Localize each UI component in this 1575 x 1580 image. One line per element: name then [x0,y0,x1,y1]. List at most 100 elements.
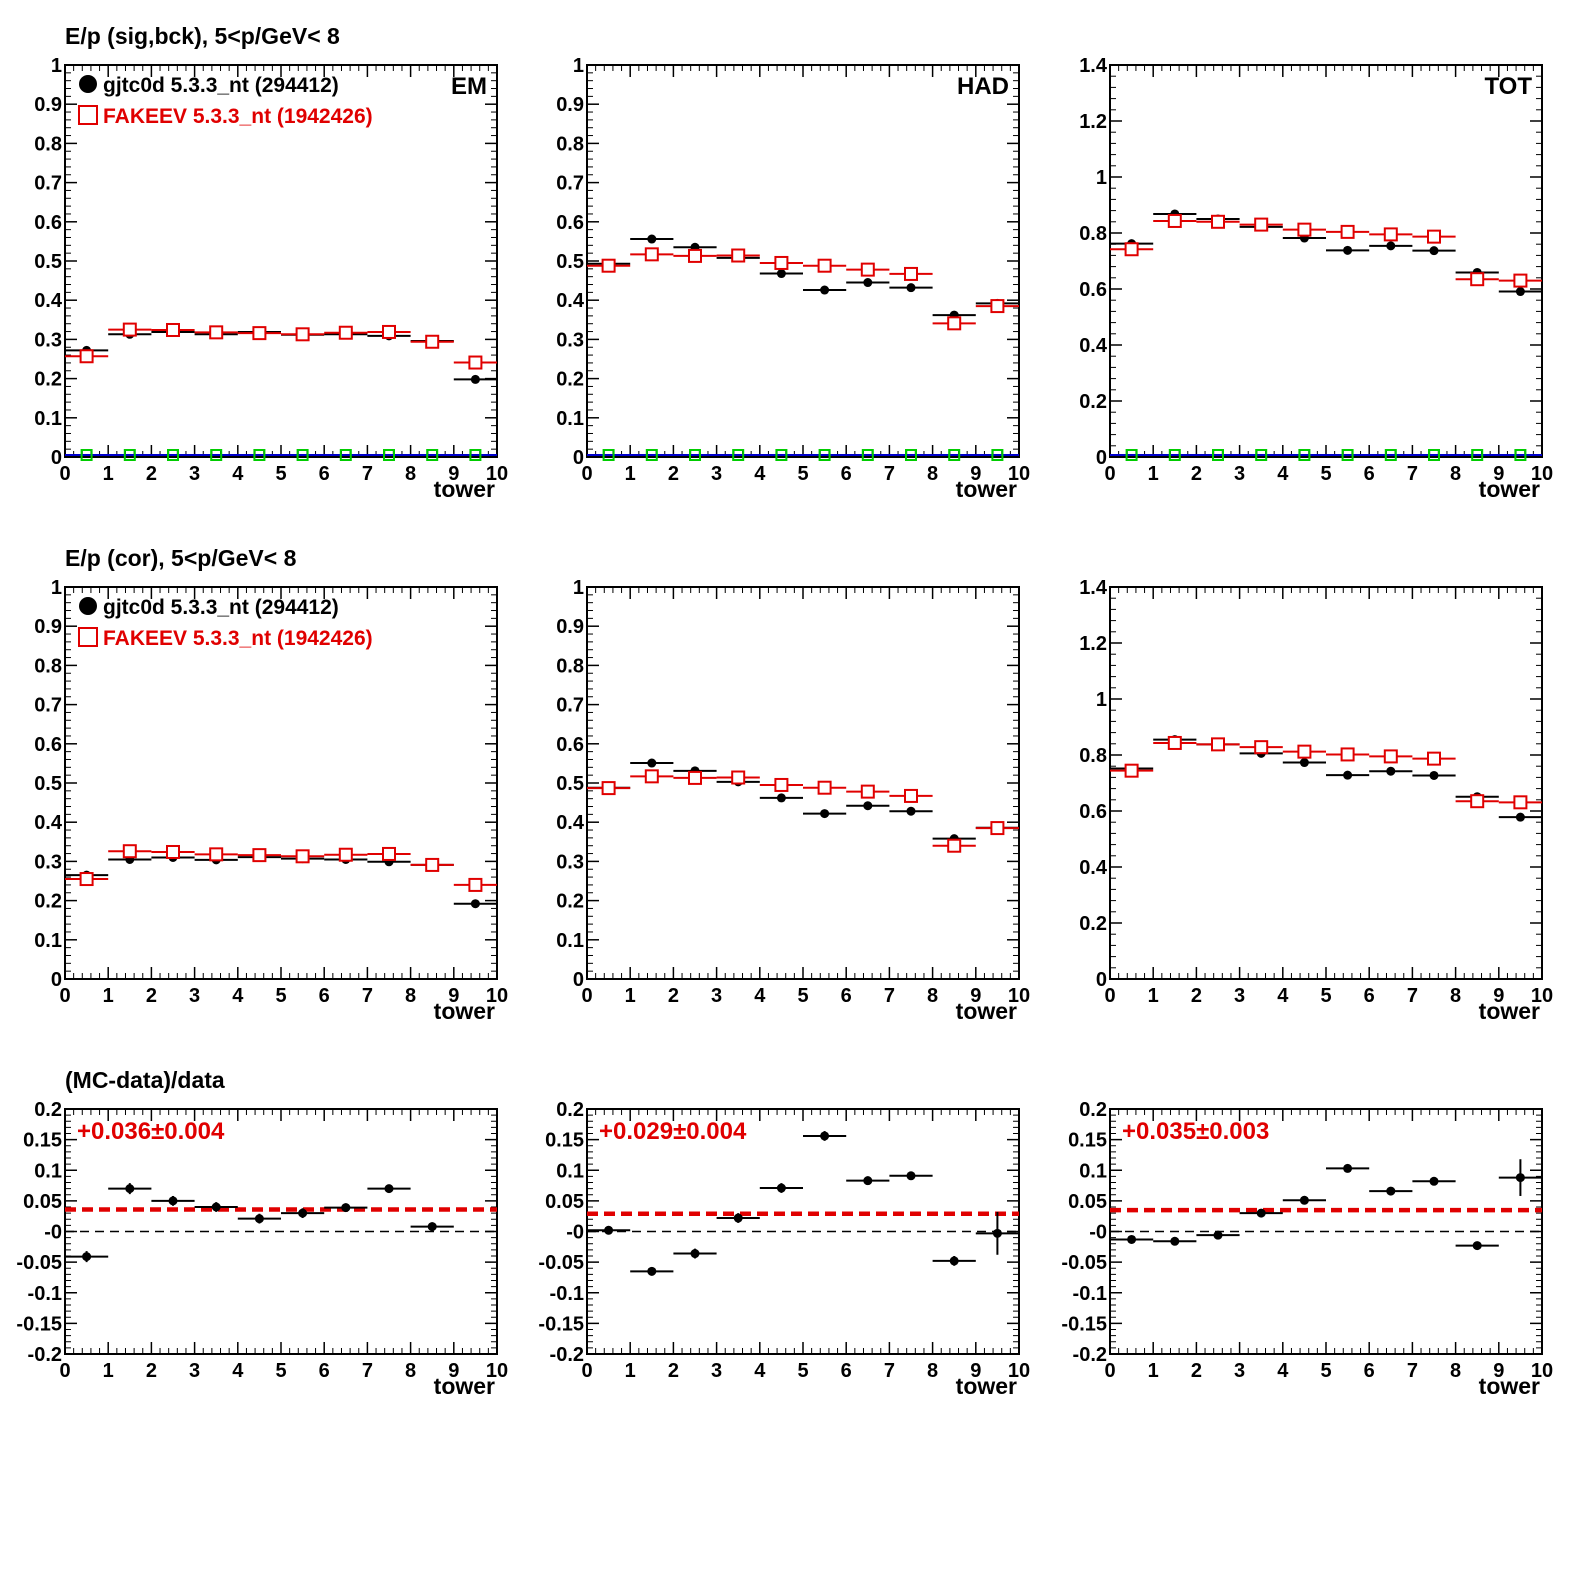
x-tick-label: 8 [927,1360,938,1382]
panel-r2-c0: 0 1 2 3 4 5 6 7 8 9 10 -0.2 -0.15 -0.1 -0.05 -0 0.05 0.1 0… [16,1099,508,1399]
y-tick-label: 0.2 [556,369,584,391]
row-title-ratio: (MC-data)/data [65,1067,225,1093]
x-axis-label: tower [434,476,495,502]
x-tick-label: 10 [1008,1360,1030,1382]
mc-point [1124,763,1139,778]
mc-point [425,334,440,349]
x-tick-label: 10 [1531,1360,1553,1382]
mc-point [166,844,180,859]
y-tick-label: 0.9 [34,94,62,116]
data-point [1343,770,1353,780]
mc-point [1211,214,1225,229]
mc-point [688,770,702,785]
y-tick-label: 0.8 [1079,223,1107,245]
y-tick-label: 0.2 [34,891,62,913]
x-tick-label: 4 [754,985,766,1007]
y-tick-label: 1 [1096,689,1107,711]
x-tick-label: 0 [1104,985,1115,1007]
x-tick-label: 6 [841,985,852,1007]
x-tick-label: 1 [103,985,114,1007]
ratio-point [1170,1236,1180,1246]
x-tick-label: 8 [1450,463,1461,485]
x-axis-label: tower [956,476,1017,502]
mc-point [1340,747,1355,762]
y-tick-label: 0.5 [34,251,62,273]
y-tick-label: 0.6 [1079,279,1107,301]
mc-point [644,247,659,262]
ratio-point [1343,1163,1353,1173]
y-tick-label: 0.05 [545,1191,584,1213]
ratio-point [254,1214,264,1224]
x-tick-label: 0 [1104,463,1115,485]
x-tick-label: 7 [884,1360,895,1382]
y-tick-label: 0.05 [23,1191,62,1213]
x-axis-label: tower [1479,1373,1540,1399]
data-point [1386,766,1396,776]
mc-point [425,857,440,872]
x-axis-label: tower [956,998,1017,1024]
y-tick-label: 0.1 [1079,1160,1107,1182]
y-tick-label: 0.1 [556,1160,584,1182]
y-tick-label: 0.7 [556,173,584,195]
mc-point [1427,229,1441,244]
x-tick-label: 1 [625,1360,636,1382]
x-tick-label: 8 [405,463,416,485]
y-tick-label: 1 [51,55,62,77]
data-point [1299,758,1309,768]
mc-point [947,838,962,853]
background-marker [167,449,179,461]
y-tick-label: 0.8 [1079,745,1107,767]
data-point [906,806,916,816]
ratio-point [427,1222,437,1232]
mc-point [860,784,875,799]
corner-label-had: HAD [957,73,1009,100]
mc-point [1427,751,1441,766]
y-tick-label: -0.2 [1073,1344,1107,1366]
x-tick-label: 2 [668,463,679,485]
ratio-point [992,1228,1002,1238]
mc-point [688,248,702,263]
y-tick-label: 0.4 [34,290,63,312]
x-tick-label: 2 [1191,985,1202,1007]
mc-point [338,325,353,340]
x-tick-label: 5 [797,463,808,485]
mc-point [904,788,918,803]
x-tick-label: 10 [1531,985,1553,1007]
y-tick-label: 0.6 [34,734,62,756]
x-tick-label: 6 [1364,985,1375,1007]
x-tick-label: 4 [754,463,766,485]
y-tick-label: 0.5 [556,773,584,795]
x-tick-label: 9 [970,463,981,485]
y-tick-label: 0.9 [34,616,62,638]
x-axis-label: tower [434,998,495,1024]
y-tick-label: 0.4 [34,812,63,834]
fit-value-label: +0.036±0.004 [77,1118,225,1145]
mc-point [1254,740,1269,755]
ratio-point [168,1196,178,1206]
ratio-point [1515,1173,1525,1183]
y-tick-label: -0.05 [16,1252,62,1274]
background-marker [1212,449,1224,461]
background-marker [1125,449,1138,461]
y-tick-label: 0.15 [545,1130,584,1152]
mc-point [79,872,94,887]
background-marker [296,449,309,461]
y-tick-label: 0.15 [1068,1130,1107,1152]
background-marker [905,449,917,461]
x-tick-label: 5 [1320,1360,1331,1382]
y-tick-label: -0.05 [1061,1252,1107,1274]
mc-point [1340,224,1355,239]
data-point [820,285,830,295]
x-tick-label: 4 [232,1360,244,1382]
x-tick-label: 8 [927,985,938,1007]
y-tick-label: 0.4 [1079,857,1108,879]
panel-r2-c2: 0 1 2 3 4 5 6 7 8 9 10 -0.2 -0.15 -0.1 -0.05 -0 0.05 0.1 0… [1061,1099,1553,1399]
corner-label-em: EM [451,73,487,100]
x-tick-label: 8 [927,463,938,485]
y-tick-label: 0 [51,447,62,469]
x-tick-label: 7 [362,1360,373,1382]
background-marker [1341,449,1354,461]
x-tick-label: 4 [232,985,244,1007]
legend-mc-marker [78,627,98,647]
